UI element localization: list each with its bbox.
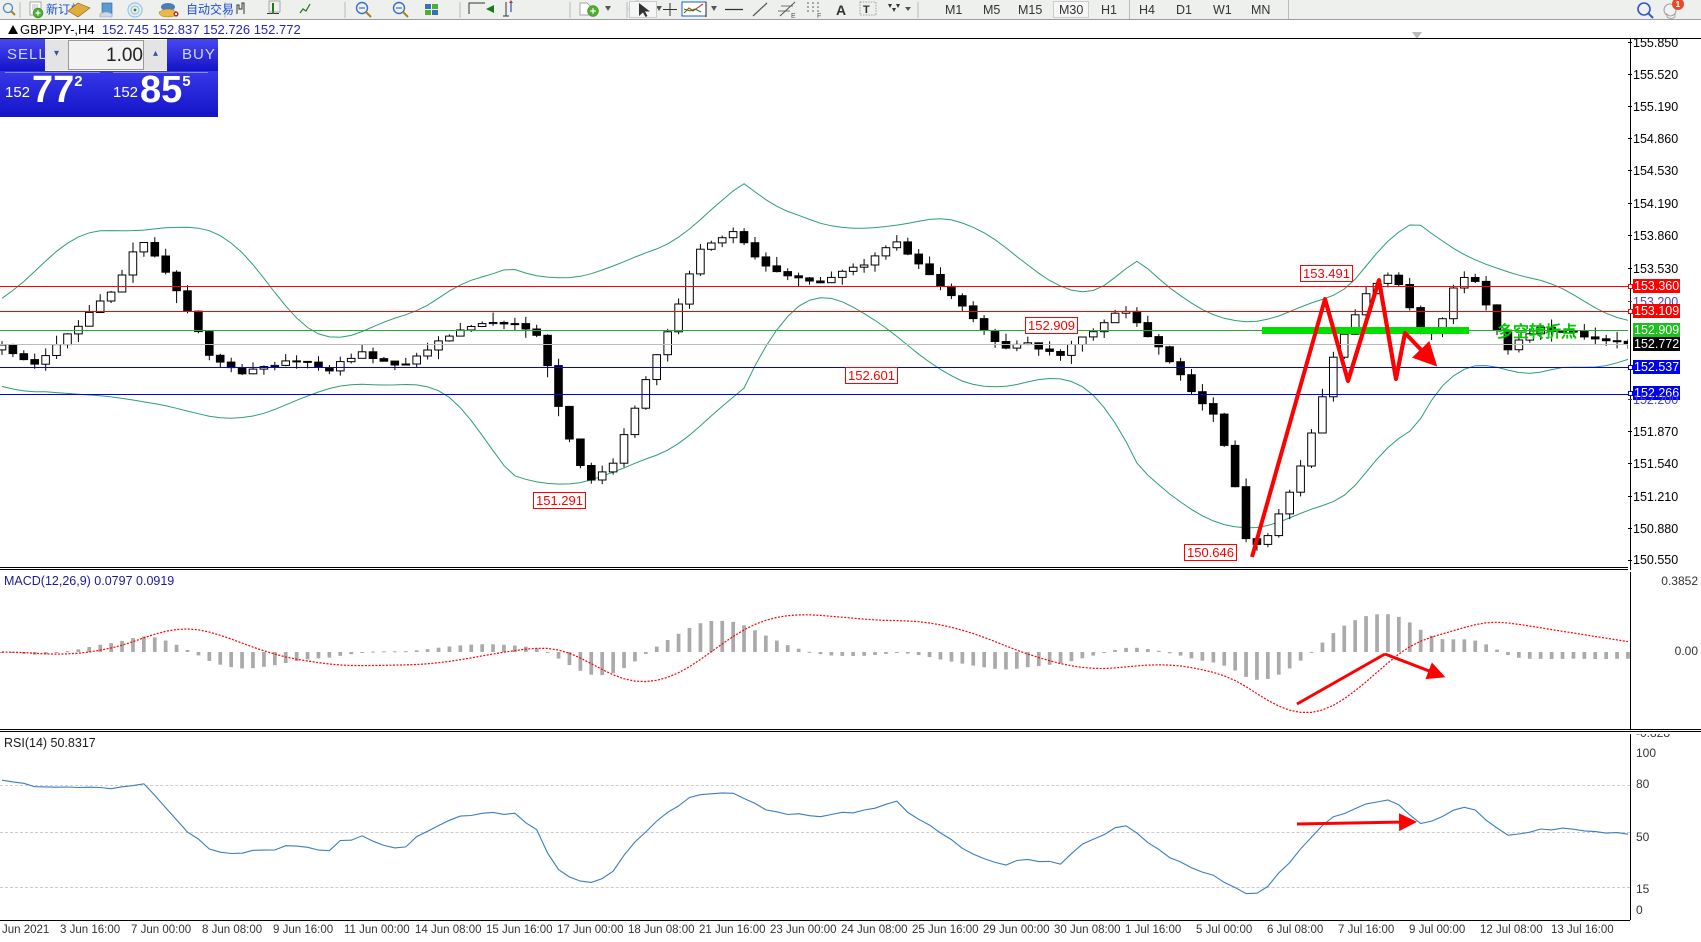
svg-text:1: 1 — [1676, 0, 1681, 9]
svg-text:A: A — [836, 2, 846, 18]
svg-text:E: E — [791, 13, 796, 20]
svg-text:T: T — [863, 4, 870, 16]
svg-text:F: F — [817, 13, 821, 20]
